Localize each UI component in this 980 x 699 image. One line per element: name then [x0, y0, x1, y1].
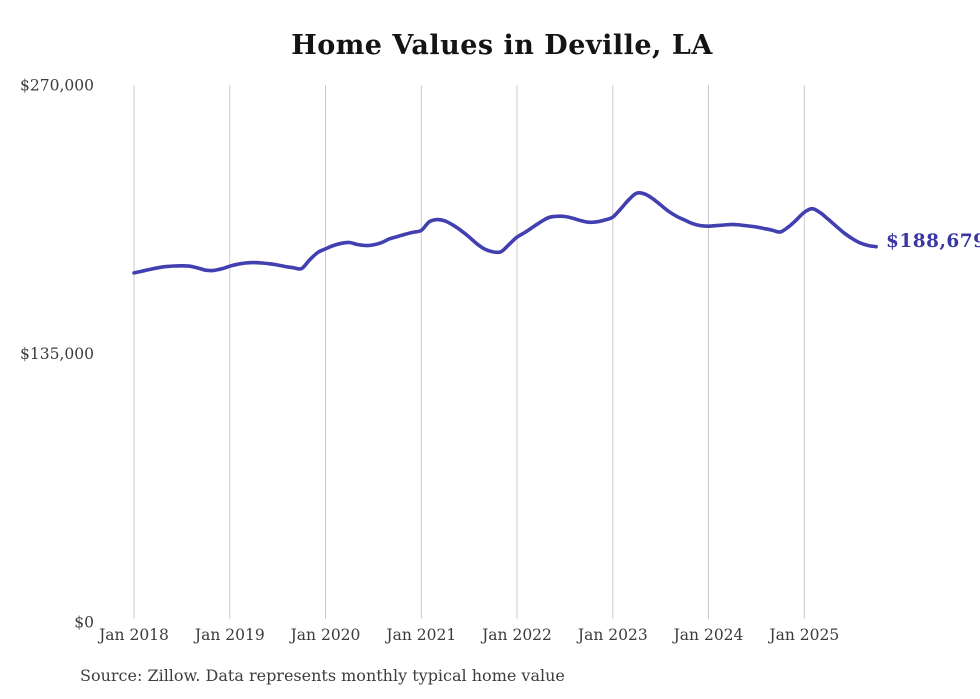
x-tick-label: Jan 2024 — [672, 626, 744, 644]
current-value-label: $188,679 — [886, 231, 980, 252]
x-axis-labels: Jan 2018 Jan 2019 Jan 2020 Jan 2021 Jan 2022… — [97, 626, 839, 644]
home-value-line — [132, 190, 878, 275]
chart-title: Home Values in Deville, LA — [291, 30, 713, 61]
x-tick-label: Jan 2019 — [193, 626, 265, 644]
y-tick-label: $135,000 — [20, 345, 94, 363]
x-tick-label: Jan 2025 — [767, 626, 839, 644]
x-tick-label: Jan 2022 — [480, 626, 552, 644]
x-tick-label: Jan 2018 — [97, 626, 169, 644]
source-note: Source: Zillow. Data represents monthly … — [80, 666, 565, 685]
y-axis-labels: $0 $135,000 $270,000 — [20, 77, 94, 632]
y-tick-label: $270,000 — [20, 77, 94, 95]
x-tick-label: Jan 2023 — [576, 626, 648, 644]
gridlines — [133, 85, 805, 619]
x-tick-label: Jan 2020 — [289, 626, 361, 644]
y-tick-label: $0 — [74, 614, 94, 632]
x-tick-label: Jan 2021 — [384, 626, 456, 644]
